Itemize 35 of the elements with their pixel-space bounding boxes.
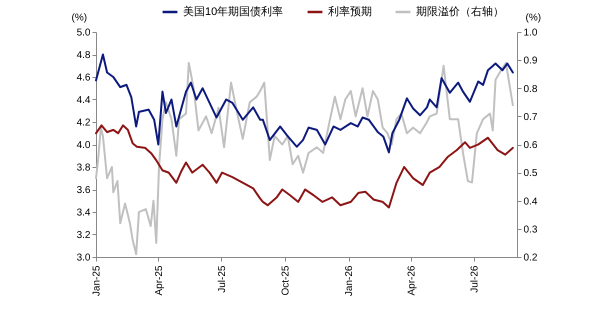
y-tick-label: 4.0 (76, 140, 91, 151)
y-tick-label: 3.6 (76, 185, 91, 196)
y2-tick-label: 0.3 (524, 224, 538, 236)
y-axis-title: (%) (72, 12, 88, 24)
y-tick-label: 4.6 (76, 72, 91, 84)
y2-tick-label: 0.6 (524, 140, 538, 151)
y-tick-label: 3.2 (76, 230, 91, 241)
y2-tick-label: 0.8 (524, 84, 538, 95)
y-tick-label: 4.8 (76, 50, 91, 61)
y-tick-label: 3.8 (76, 162, 91, 174)
y-tick-label: 3.4 (76, 208, 91, 218)
x-tick-label: Oct-25 (280, 265, 292, 296)
y2-tick-label: 1.0 (524, 28, 538, 38)
y-tick-label: 5.0 (76, 28, 91, 38)
y2-axis-title: (%) (526, 12, 542, 24)
y-tick-label: 3.0 (76, 252, 91, 264)
legend-label: 美国10年期国债利率 (183, 5, 284, 18)
x-tick-label: Apr-26 (406, 265, 418, 296)
y-tick-label: 4.2 (76, 118, 91, 128)
x-tick-label: Jul-26 (470, 265, 481, 293)
x-tick-label: Jan-25 (92, 265, 102, 296)
line-series (95, 54, 514, 154)
y2-tick-label: 0.4 (524, 196, 538, 208)
y2-tick-label: 0.7 (524, 112, 538, 123)
x-tick-label: Jan-26 (344, 265, 356, 296)
x-tick-label: Apr-25 (154, 265, 165, 296)
legend-label: 利率预期 (328, 5, 372, 18)
line-series (95, 62, 514, 256)
x-tick-label: Jul-25 (216, 265, 228, 293)
line-series (95, 124, 514, 208)
y2-tick-label: 0.5 (524, 168, 538, 180)
y2-tick-label: 0.9 (524, 56, 538, 67)
y-tick-label: 4.4 (76, 95, 91, 106)
legend-label: 期限溢价（右轴） (416, 5, 504, 18)
y2-tick-label: 0.2 (524, 252, 538, 264)
